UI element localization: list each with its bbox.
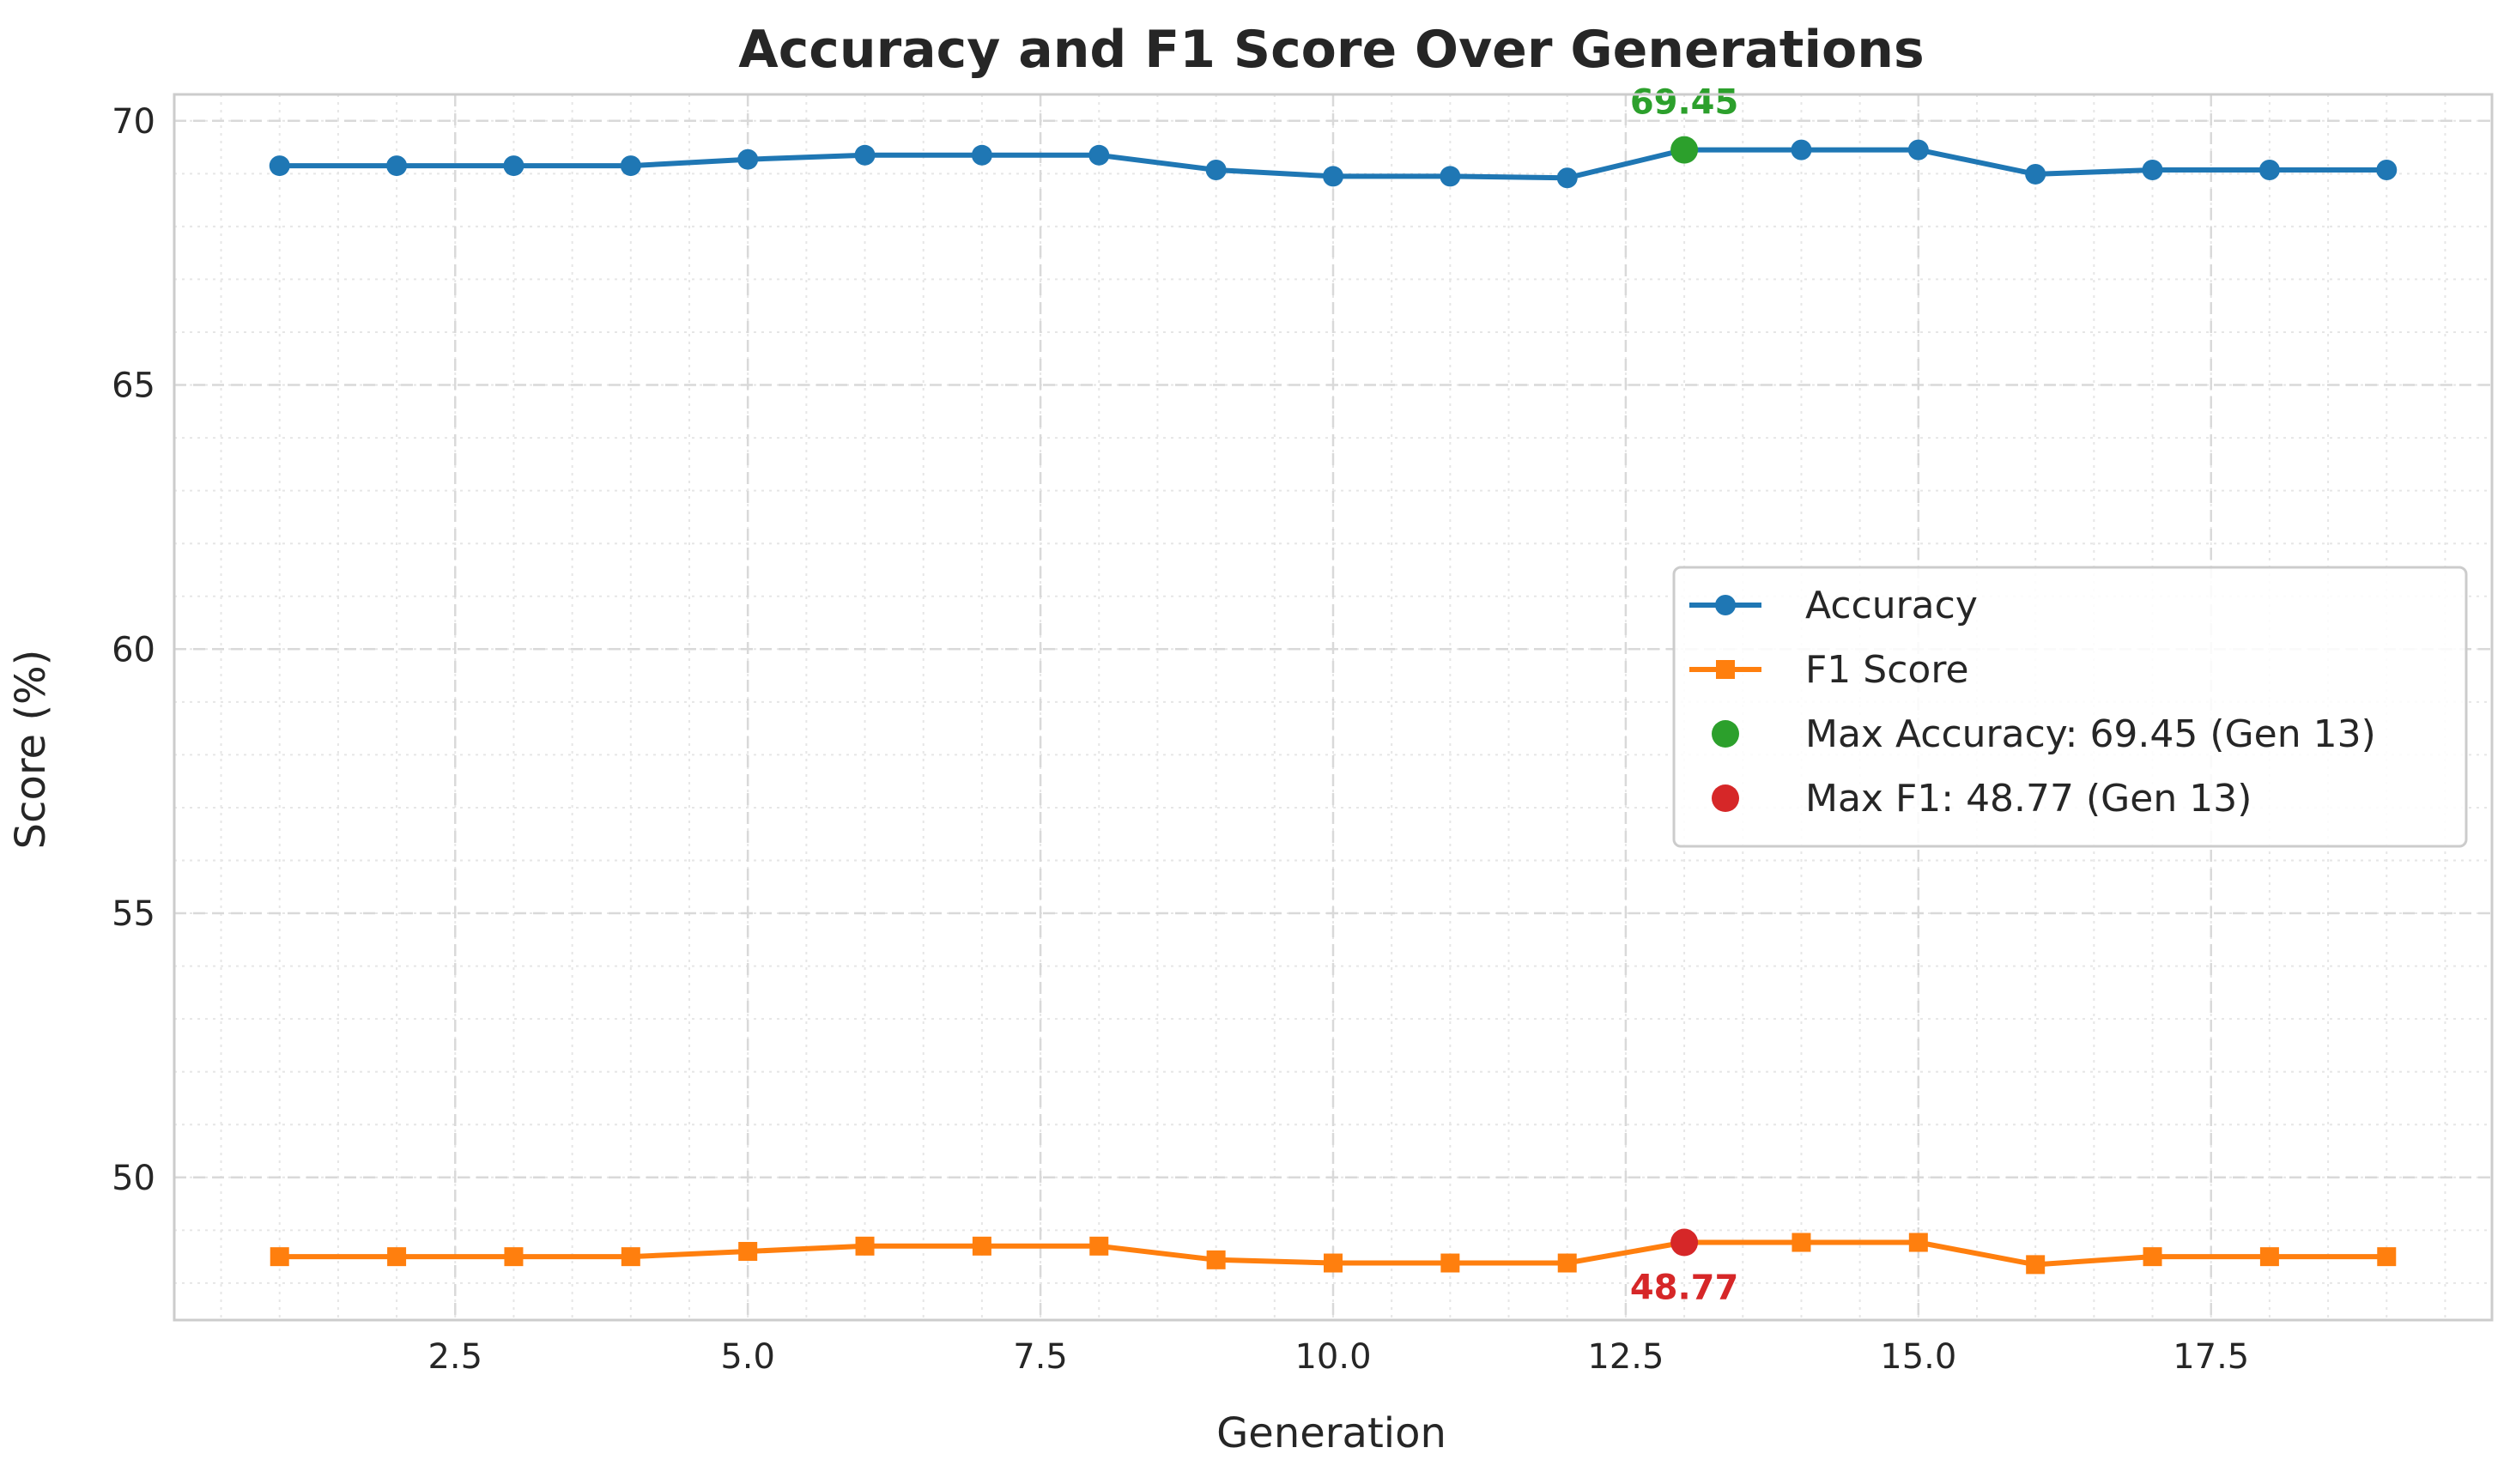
data-point <box>386 155 408 177</box>
data-point <box>1205 160 1227 181</box>
highlight-label: 48.77 <box>1630 1269 1739 1308</box>
data-point <box>1440 1253 1460 1273</box>
data-point <box>1908 1233 1928 1252</box>
data-point <box>2259 1247 2279 1267</box>
data-point <box>1556 167 1578 189</box>
x-tick-label: 5.0 <box>720 1337 775 1377</box>
x-axis-ticks: 2.5 5.0 7.5 10.0 12.5 15.0 17.5 <box>427 1337 2249 1377</box>
data-point <box>620 155 641 177</box>
data-point <box>269 155 290 177</box>
data-point <box>737 148 759 170</box>
data-point <box>2025 163 2046 185</box>
series-layer <box>269 139 2398 1275</box>
highlight-point <box>1670 1228 1699 1257</box>
data-point <box>1557 1253 1577 1273</box>
legend-marker <box>1712 720 1739 748</box>
data-point <box>738 1241 758 1261</box>
y-axis-label: Score (%) <box>7 650 55 850</box>
highlight-point <box>1670 136 1699 164</box>
x-axis-label: Generation <box>1216 1409 1446 1457</box>
legend: Accuracy F1 Score Max Accuracy: 69.45 (Gen… <box>1672 566 2468 848</box>
highlight-label: 69.45 <box>1630 83 1739 123</box>
chart-title: Accuracy and F1 Score Over Generations <box>738 20 1924 80</box>
data-point <box>1907 139 1929 161</box>
data-point <box>854 144 876 166</box>
data-point <box>387 1247 407 1267</box>
data-point <box>1089 1236 1109 1256</box>
data-point <box>621 1247 640 1267</box>
legend-label: F1 Score <box>1805 648 1969 692</box>
data-point <box>1323 166 1343 187</box>
data-point <box>2143 1247 2162 1267</box>
x-tick-label: 10.0 <box>1294 1337 1371 1377</box>
highlight-layer: 69.45 48.77 <box>1630 83 1739 1308</box>
data-point <box>1088 144 1110 166</box>
data-point <box>2026 1255 2046 1275</box>
data-point <box>2142 160 2163 181</box>
y-tick-label: 70 <box>112 102 155 142</box>
data-point <box>2258 160 2280 181</box>
data-point <box>1792 1233 1811 1252</box>
data-point <box>1791 139 1812 161</box>
y-tick-label: 60 <box>112 630 155 669</box>
data-point <box>1206 1250 1226 1269</box>
data-point <box>855 1236 875 1256</box>
data-point <box>2377 1247 2397 1267</box>
legend-marker <box>1712 784 1739 812</box>
legend-box <box>1672 566 2468 848</box>
y-axis-ticks: 50 55 60 65 70 <box>112 102 155 1198</box>
data-point <box>2376 160 2398 181</box>
x-tick-label: 12.5 <box>1587 1337 1664 1377</box>
data-point <box>972 1236 991 1256</box>
data-point <box>1440 166 1461 187</box>
y-tick-label: 65 <box>112 366 155 406</box>
legend-marker <box>1716 660 1735 679</box>
x-tick-label: 2.5 <box>427 1337 482 1377</box>
x-tick-label: 7.5 <box>1013 1337 1068 1377</box>
y-tick-label: 50 <box>112 1159 155 1198</box>
y-tick-label: 55 <box>112 894 155 934</box>
data-point <box>503 155 524 177</box>
plot-area-frame <box>173 93 2494 1322</box>
legend-marker <box>1715 595 1736 615</box>
data-point <box>504 1247 524 1267</box>
x-tick-label: 17.5 <box>2173 1337 2249 1377</box>
data-point <box>971 144 992 166</box>
x-tick-label: 15.0 <box>1880 1337 1956 1377</box>
legend-label: Accuracy <box>1805 584 1978 627</box>
data-point <box>1324 1253 1343 1273</box>
data-point <box>270 1247 289 1267</box>
legend-label: Max F1: 48.77 (Gen 13) <box>1805 777 2252 821</box>
legend-label: Max Accuracy: 69.45 (Gen 13) <box>1805 712 2376 756</box>
